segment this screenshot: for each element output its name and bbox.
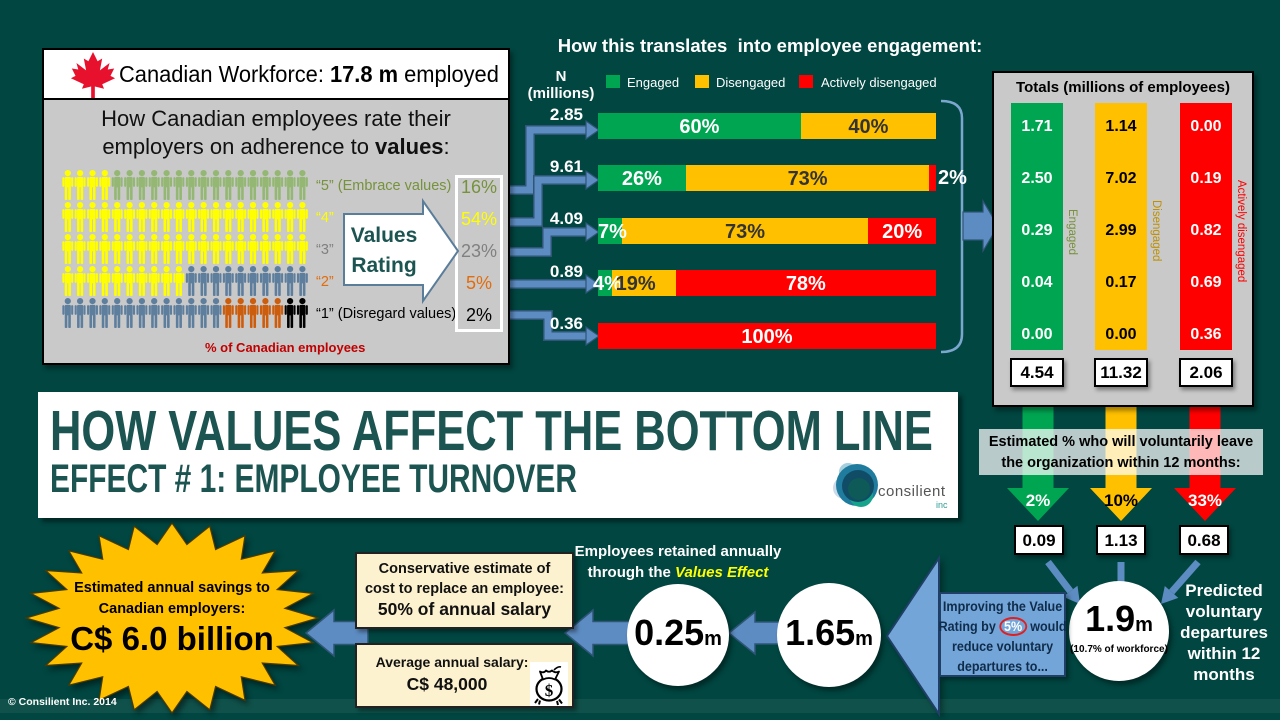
svg-text:$: $ — [545, 681, 554, 700]
